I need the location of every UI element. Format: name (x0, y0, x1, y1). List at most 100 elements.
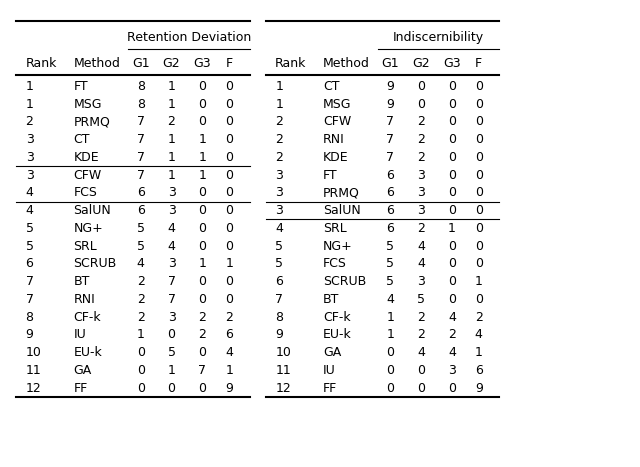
Text: 0: 0 (475, 240, 483, 253)
Text: CF-k: CF-k (323, 311, 351, 324)
Text: 0: 0 (225, 115, 233, 128)
Text: 7: 7 (387, 115, 394, 128)
Text: 1: 1 (26, 98, 33, 111)
Text: 6: 6 (225, 328, 233, 341)
Text: 4: 4 (26, 204, 33, 217)
Text: 0: 0 (475, 257, 483, 270)
Text: PRMQ: PRMQ (323, 186, 360, 199)
Text: 0: 0 (387, 382, 394, 395)
Text: 1: 1 (26, 80, 33, 93)
Text: CT: CT (74, 133, 90, 146)
Text: 3: 3 (26, 133, 33, 146)
Text: 5: 5 (275, 257, 283, 270)
Text: 4: 4 (275, 222, 283, 235)
Text: 0: 0 (198, 346, 206, 359)
Text: 0: 0 (417, 382, 425, 395)
Text: 2: 2 (137, 311, 145, 324)
Text: 10: 10 (275, 346, 291, 359)
Text: 6: 6 (26, 257, 33, 270)
Text: EU-k: EU-k (74, 346, 102, 359)
Text: 1: 1 (387, 328, 394, 341)
Text: 1: 1 (198, 151, 206, 164)
Text: 0: 0 (475, 151, 483, 164)
Text: CFW: CFW (74, 169, 102, 182)
Text: FCS: FCS (323, 257, 347, 270)
Text: 0: 0 (417, 98, 425, 111)
Text: G2: G2 (163, 57, 180, 70)
Text: 0: 0 (448, 169, 456, 182)
Text: 1: 1 (475, 275, 483, 288)
Text: G1: G1 (381, 57, 399, 70)
Text: Method: Method (323, 57, 370, 70)
Text: 0: 0 (475, 222, 483, 235)
Text: 5: 5 (417, 293, 425, 306)
Text: 0: 0 (225, 186, 233, 199)
Text: 3: 3 (417, 204, 425, 217)
Text: 7: 7 (137, 151, 145, 164)
Text: 4: 4 (448, 311, 456, 324)
Text: 6: 6 (387, 186, 394, 199)
Text: 0: 0 (225, 169, 233, 182)
Text: 4: 4 (387, 293, 394, 306)
Text: 7: 7 (137, 115, 145, 128)
Text: 4: 4 (168, 240, 175, 253)
Text: 0: 0 (225, 204, 233, 217)
Text: 1: 1 (168, 133, 175, 146)
Text: 0: 0 (198, 293, 206, 306)
Text: 2: 2 (475, 311, 483, 324)
Text: 2: 2 (417, 328, 425, 341)
Text: 0: 0 (198, 80, 206, 93)
Text: 2: 2 (198, 328, 206, 341)
Text: SCRUB: SCRUB (323, 275, 367, 288)
Text: BT: BT (323, 293, 340, 306)
Text: 4: 4 (26, 186, 33, 199)
Text: KDE: KDE (323, 151, 349, 164)
Text: 5: 5 (275, 240, 283, 253)
Text: 8: 8 (137, 80, 145, 93)
Text: 2: 2 (417, 115, 425, 128)
Text: SCRUB: SCRUB (74, 257, 117, 270)
Text: 0: 0 (225, 133, 233, 146)
Text: 0: 0 (448, 98, 456, 111)
Text: 6: 6 (475, 364, 483, 377)
Text: 0: 0 (475, 293, 483, 306)
Text: 6: 6 (387, 222, 394, 235)
Text: RNI: RNI (74, 293, 95, 306)
Text: 0: 0 (448, 240, 456, 253)
Text: 5: 5 (26, 240, 34, 253)
Text: 0: 0 (475, 115, 483, 128)
Text: RNI: RNI (323, 133, 345, 146)
Text: 4: 4 (137, 257, 145, 270)
Text: CF-k: CF-k (74, 311, 101, 324)
Text: 0: 0 (198, 382, 206, 395)
Text: 3: 3 (26, 151, 33, 164)
Text: Retention Deviation: Retention Deviation (127, 31, 251, 44)
Text: 6: 6 (387, 204, 394, 217)
Text: F: F (475, 57, 483, 70)
Text: MSG: MSG (74, 98, 102, 111)
Text: CT: CT (323, 80, 340, 93)
Text: 0: 0 (475, 80, 483, 93)
Text: GA: GA (74, 364, 92, 377)
Text: 0: 0 (475, 204, 483, 217)
Text: 2: 2 (275, 133, 283, 146)
Text: 8: 8 (26, 311, 34, 324)
Text: PRMQ: PRMQ (74, 115, 111, 128)
Text: 5: 5 (168, 346, 175, 359)
Text: 1: 1 (168, 364, 175, 377)
Text: 0: 0 (198, 222, 206, 235)
Text: FCS: FCS (74, 186, 97, 199)
Text: FT: FT (323, 169, 338, 182)
Text: 0: 0 (225, 151, 233, 164)
Text: 0: 0 (137, 382, 145, 395)
Text: 5: 5 (387, 257, 394, 270)
Text: 2: 2 (417, 151, 425, 164)
Text: KDE: KDE (74, 151, 99, 164)
Text: SalUN: SalUN (74, 204, 111, 217)
Text: 8: 8 (137, 98, 145, 111)
Text: 11: 11 (275, 364, 291, 377)
Text: 7: 7 (26, 275, 34, 288)
Text: GA: GA (323, 346, 342, 359)
Text: 3: 3 (168, 204, 175, 217)
Text: 0: 0 (198, 115, 206, 128)
